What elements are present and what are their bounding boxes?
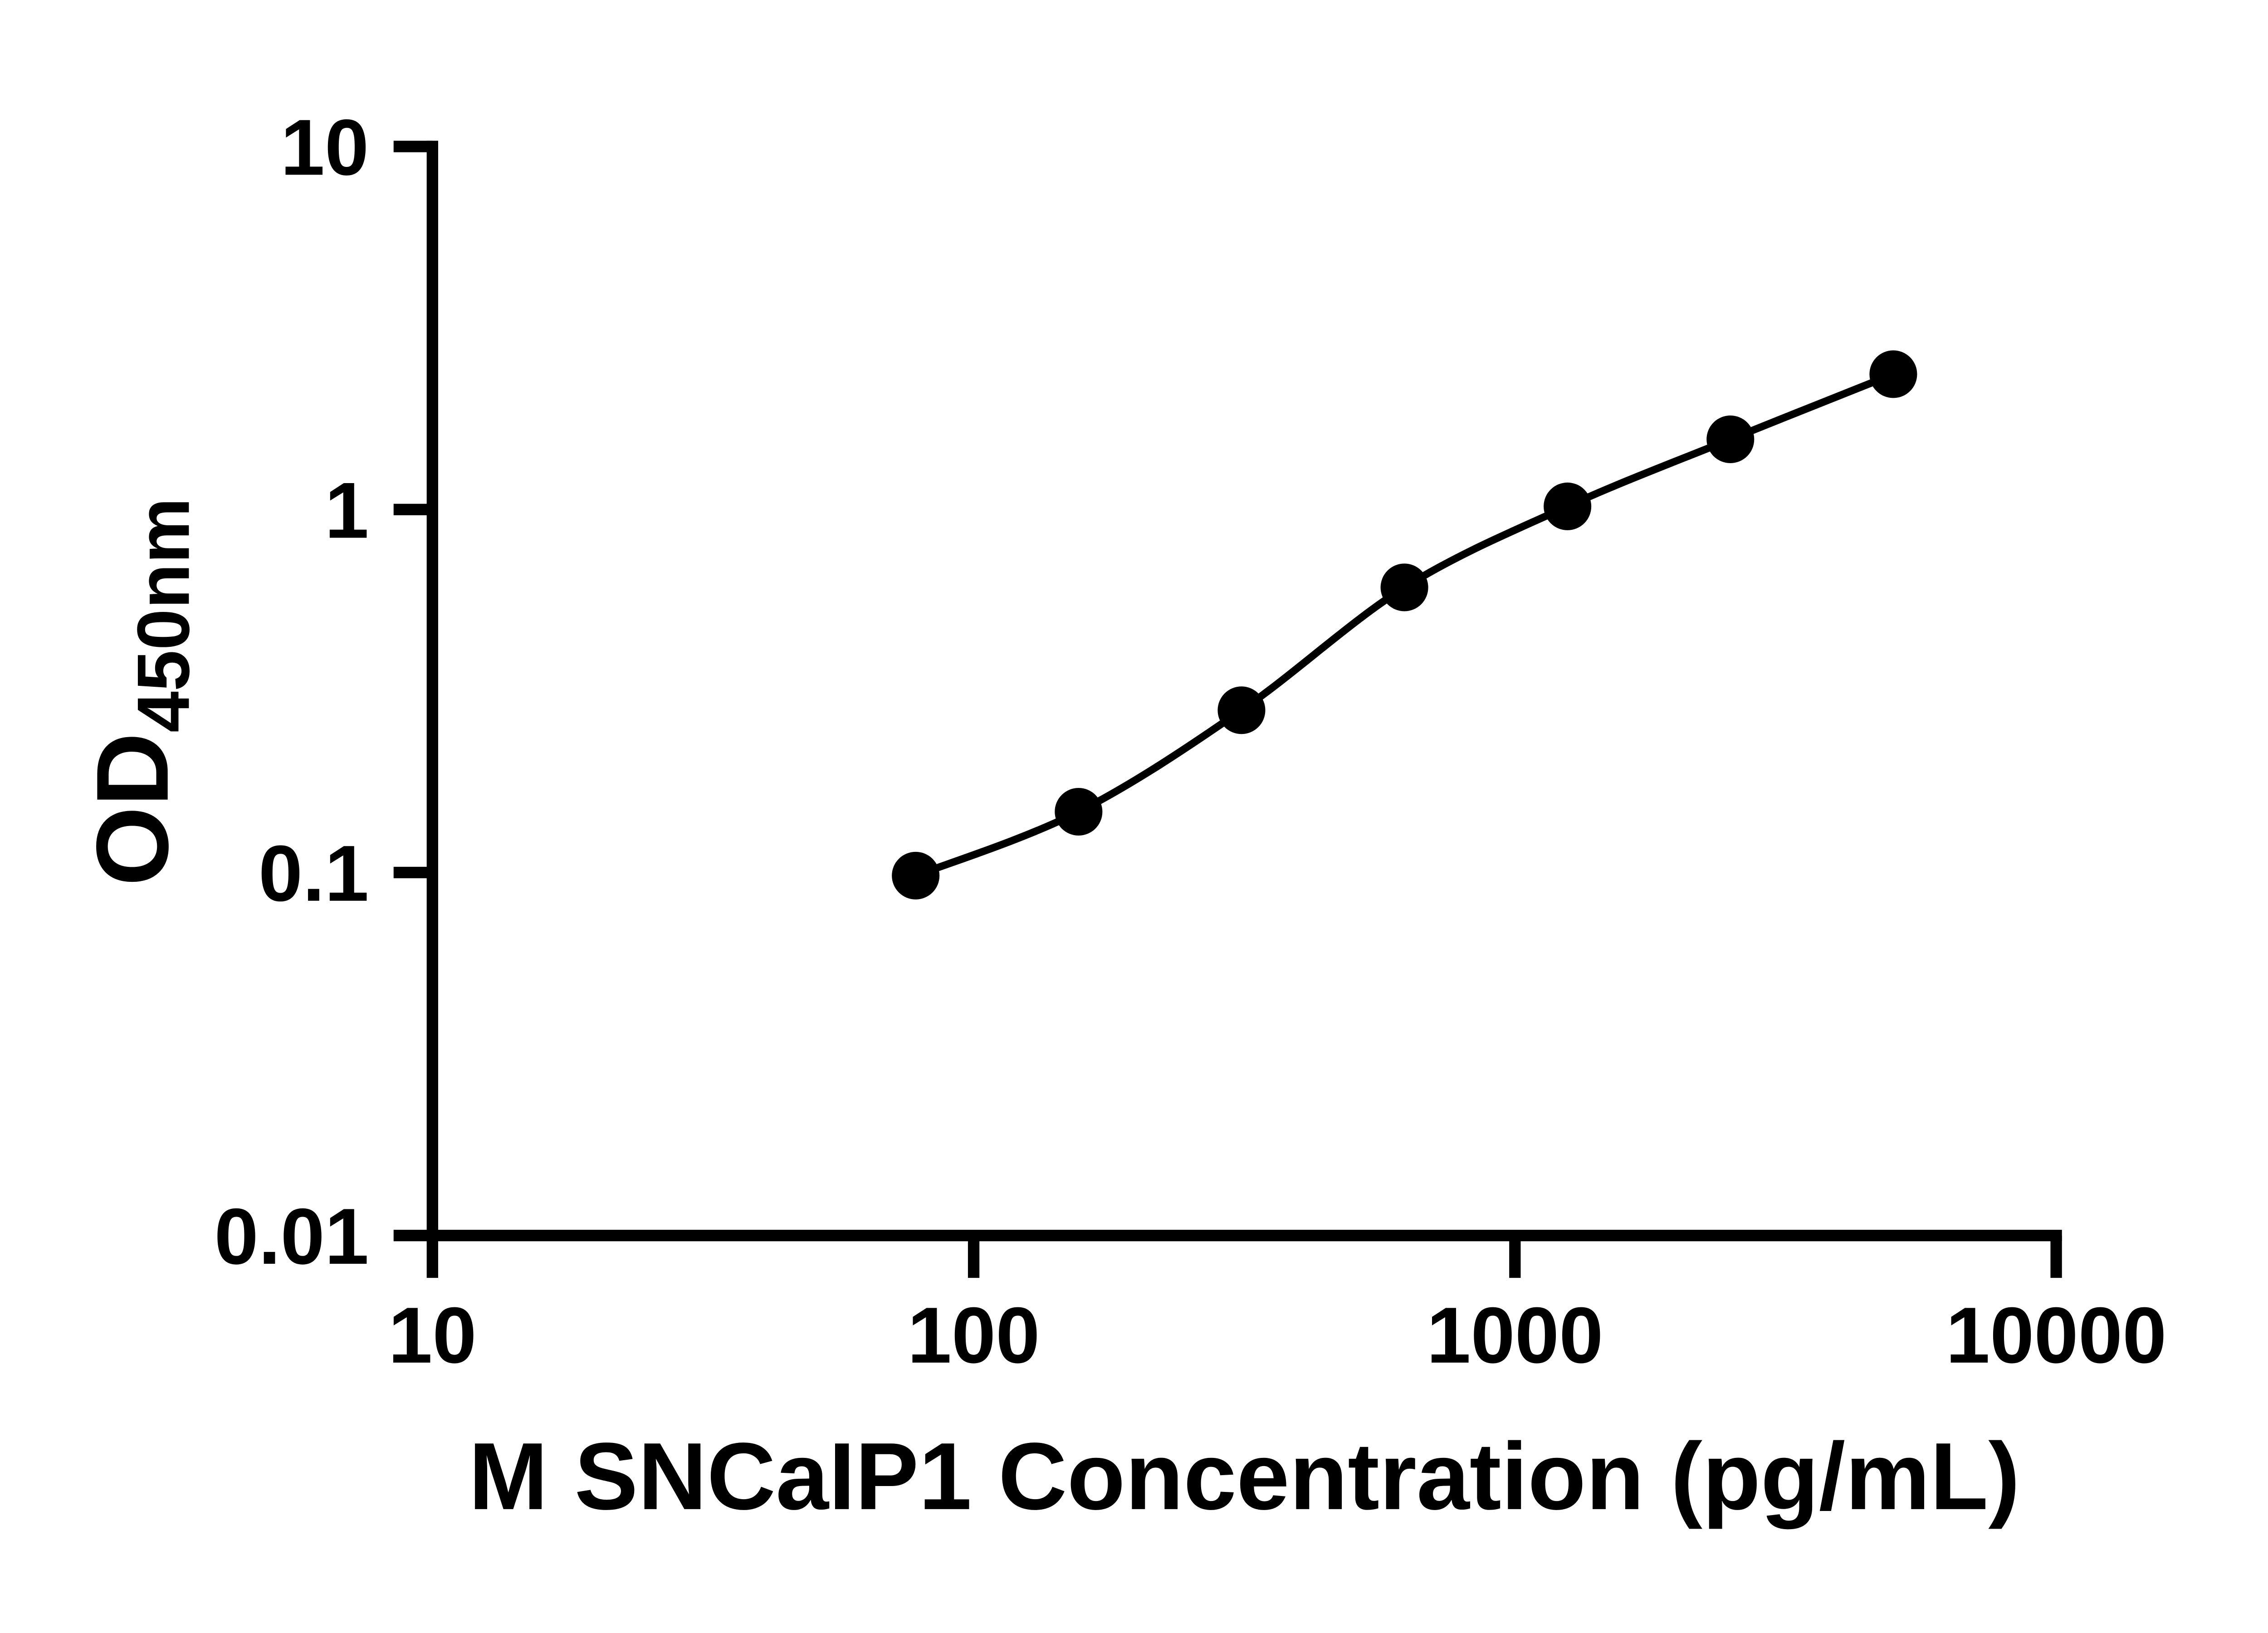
x-tick-label: 100 bbox=[908, 1291, 1040, 1380]
data-point bbox=[1055, 787, 1103, 836]
data-point bbox=[1706, 415, 1755, 464]
data-point bbox=[1380, 563, 1428, 611]
y-axis-title-main: OD bbox=[75, 733, 190, 886]
x-tick-label: 10 bbox=[388, 1291, 477, 1380]
x-axis-title: M SNCaIP1 Concentration (pg/mL) bbox=[469, 1423, 2020, 1530]
y-axis-title-group: OD450nm bbox=[75, 498, 205, 886]
y-tick-label: 0.1 bbox=[259, 829, 369, 918]
y-tick-label: 1 bbox=[325, 466, 369, 555]
data-point bbox=[892, 851, 940, 900]
x-tick-label: 10000 bbox=[1946, 1291, 2167, 1380]
data-point bbox=[1217, 686, 1266, 734]
elisa-standard-curve-figure: 10 1 0.1 0.01 10 100 1000 10000 M SNCaIP1 Conce… bbox=[75, 103, 2167, 1530]
data-point bbox=[1544, 482, 1592, 530]
y-axis-title-subscript: 450nm bbox=[122, 498, 205, 733]
plot-layer bbox=[892, 350, 1917, 900]
y-tick-label: 10 bbox=[280, 103, 369, 192]
y-tick-label: 0.01 bbox=[214, 1192, 369, 1281]
y-axis-title: OD450nm bbox=[75, 498, 205, 886]
ticks-layer bbox=[393, 141, 2062, 1278]
data-point bbox=[1869, 350, 1917, 398]
x-tick-label: 1000 bbox=[1427, 1291, 1603, 1380]
